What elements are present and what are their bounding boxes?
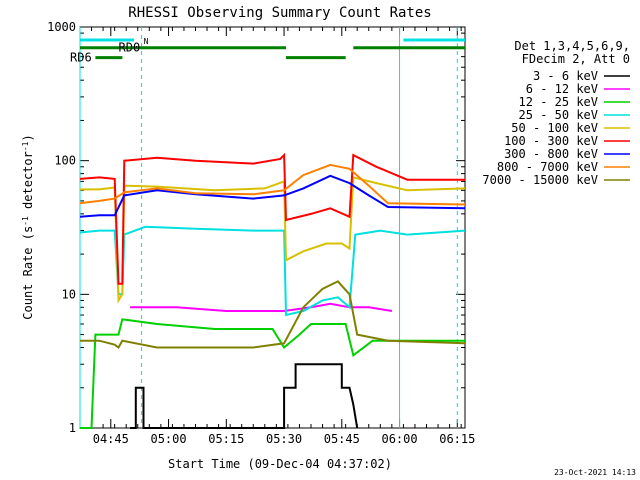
x-tick-label: 05:30 (266, 432, 302, 446)
y-tick-label: 100 (54, 154, 76, 168)
x-tick-label: 04:45 (93, 432, 129, 446)
flag-label: RD6 (70, 51, 92, 65)
legend-entry-label: 50 - 100 keV (511, 121, 598, 135)
x-tick-label: 05:15 (208, 432, 244, 446)
x-tick-label: 05:00 (150, 432, 186, 446)
y-tick-label: 10 (62, 287, 76, 301)
x-tick-label: 05:45 (324, 432, 360, 446)
legend-entry-label: 300 - 800 keV (504, 147, 598, 161)
legend-entry-label: 100 - 300 keV (504, 134, 598, 148)
footer-date: 23-Oct-2021 14:13 (554, 468, 636, 477)
series-line (130, 363, 359, 429)
series-line (80, 318, 465, 429)
series-line (79, 163, 466, 206)
legend-entry-label: 800 - 7000 keV (497, 160, 598, 174)
legend-entry-label: 7000 - 15000 keV (482, 173, 598, 187)
legend-entry-label: 25 - 50 keV (519, 108, 598, 122)
series-line (79, 152, 465, 285)
x-tick-label: 06:15 (439, 432, 475, 446)
legend-header-line-1: Det 1,3,4,5,6,9, (514, 39, 630, 53)
plot-area: 1 10 100 1000 04:45 05:00 05:15 05:30 05:45 06:00… (47, 20, 475, 446)
series-line (130, 302, 393, 312)
y-tick-label: 1 (69, 421, 76, 435)
y-tick-label: 1000 (47, 20, 76, 34)
series-line (80, 280, 466, 349)
flag-label: RD0 (119, 41, 141, 55)
y-axis-label: Count Rate (s-1 detector-1) (21, 134, 35, 319)
legend-entry-label: 12 - 25 keV (519, 95, 598, 109)
legend-entry-label: 3 - 6 keV (533, 69, 598, 83)
x-tick-label: 06:00 (381, 432, 417, 446)
series-line (79, 174, 466, 218)
flag-label: N (144, 37, 149, 46)
legend-entry-label: 6 - 12 keV (526, 82, 598, 96)
chart-title: RHESSI Observing Summary Count Rates (128, 5, 431, 21)
x-axis-label: Start Time (09-Dec-04 04:37:02) (168, 457, 392, 471)
legend-header-line-2: FDecim 2, Att 0 (522, 52, 630, 66)
series-line (79, 225, 466, 317)
plot-frame (79, 26, 466, 429)
